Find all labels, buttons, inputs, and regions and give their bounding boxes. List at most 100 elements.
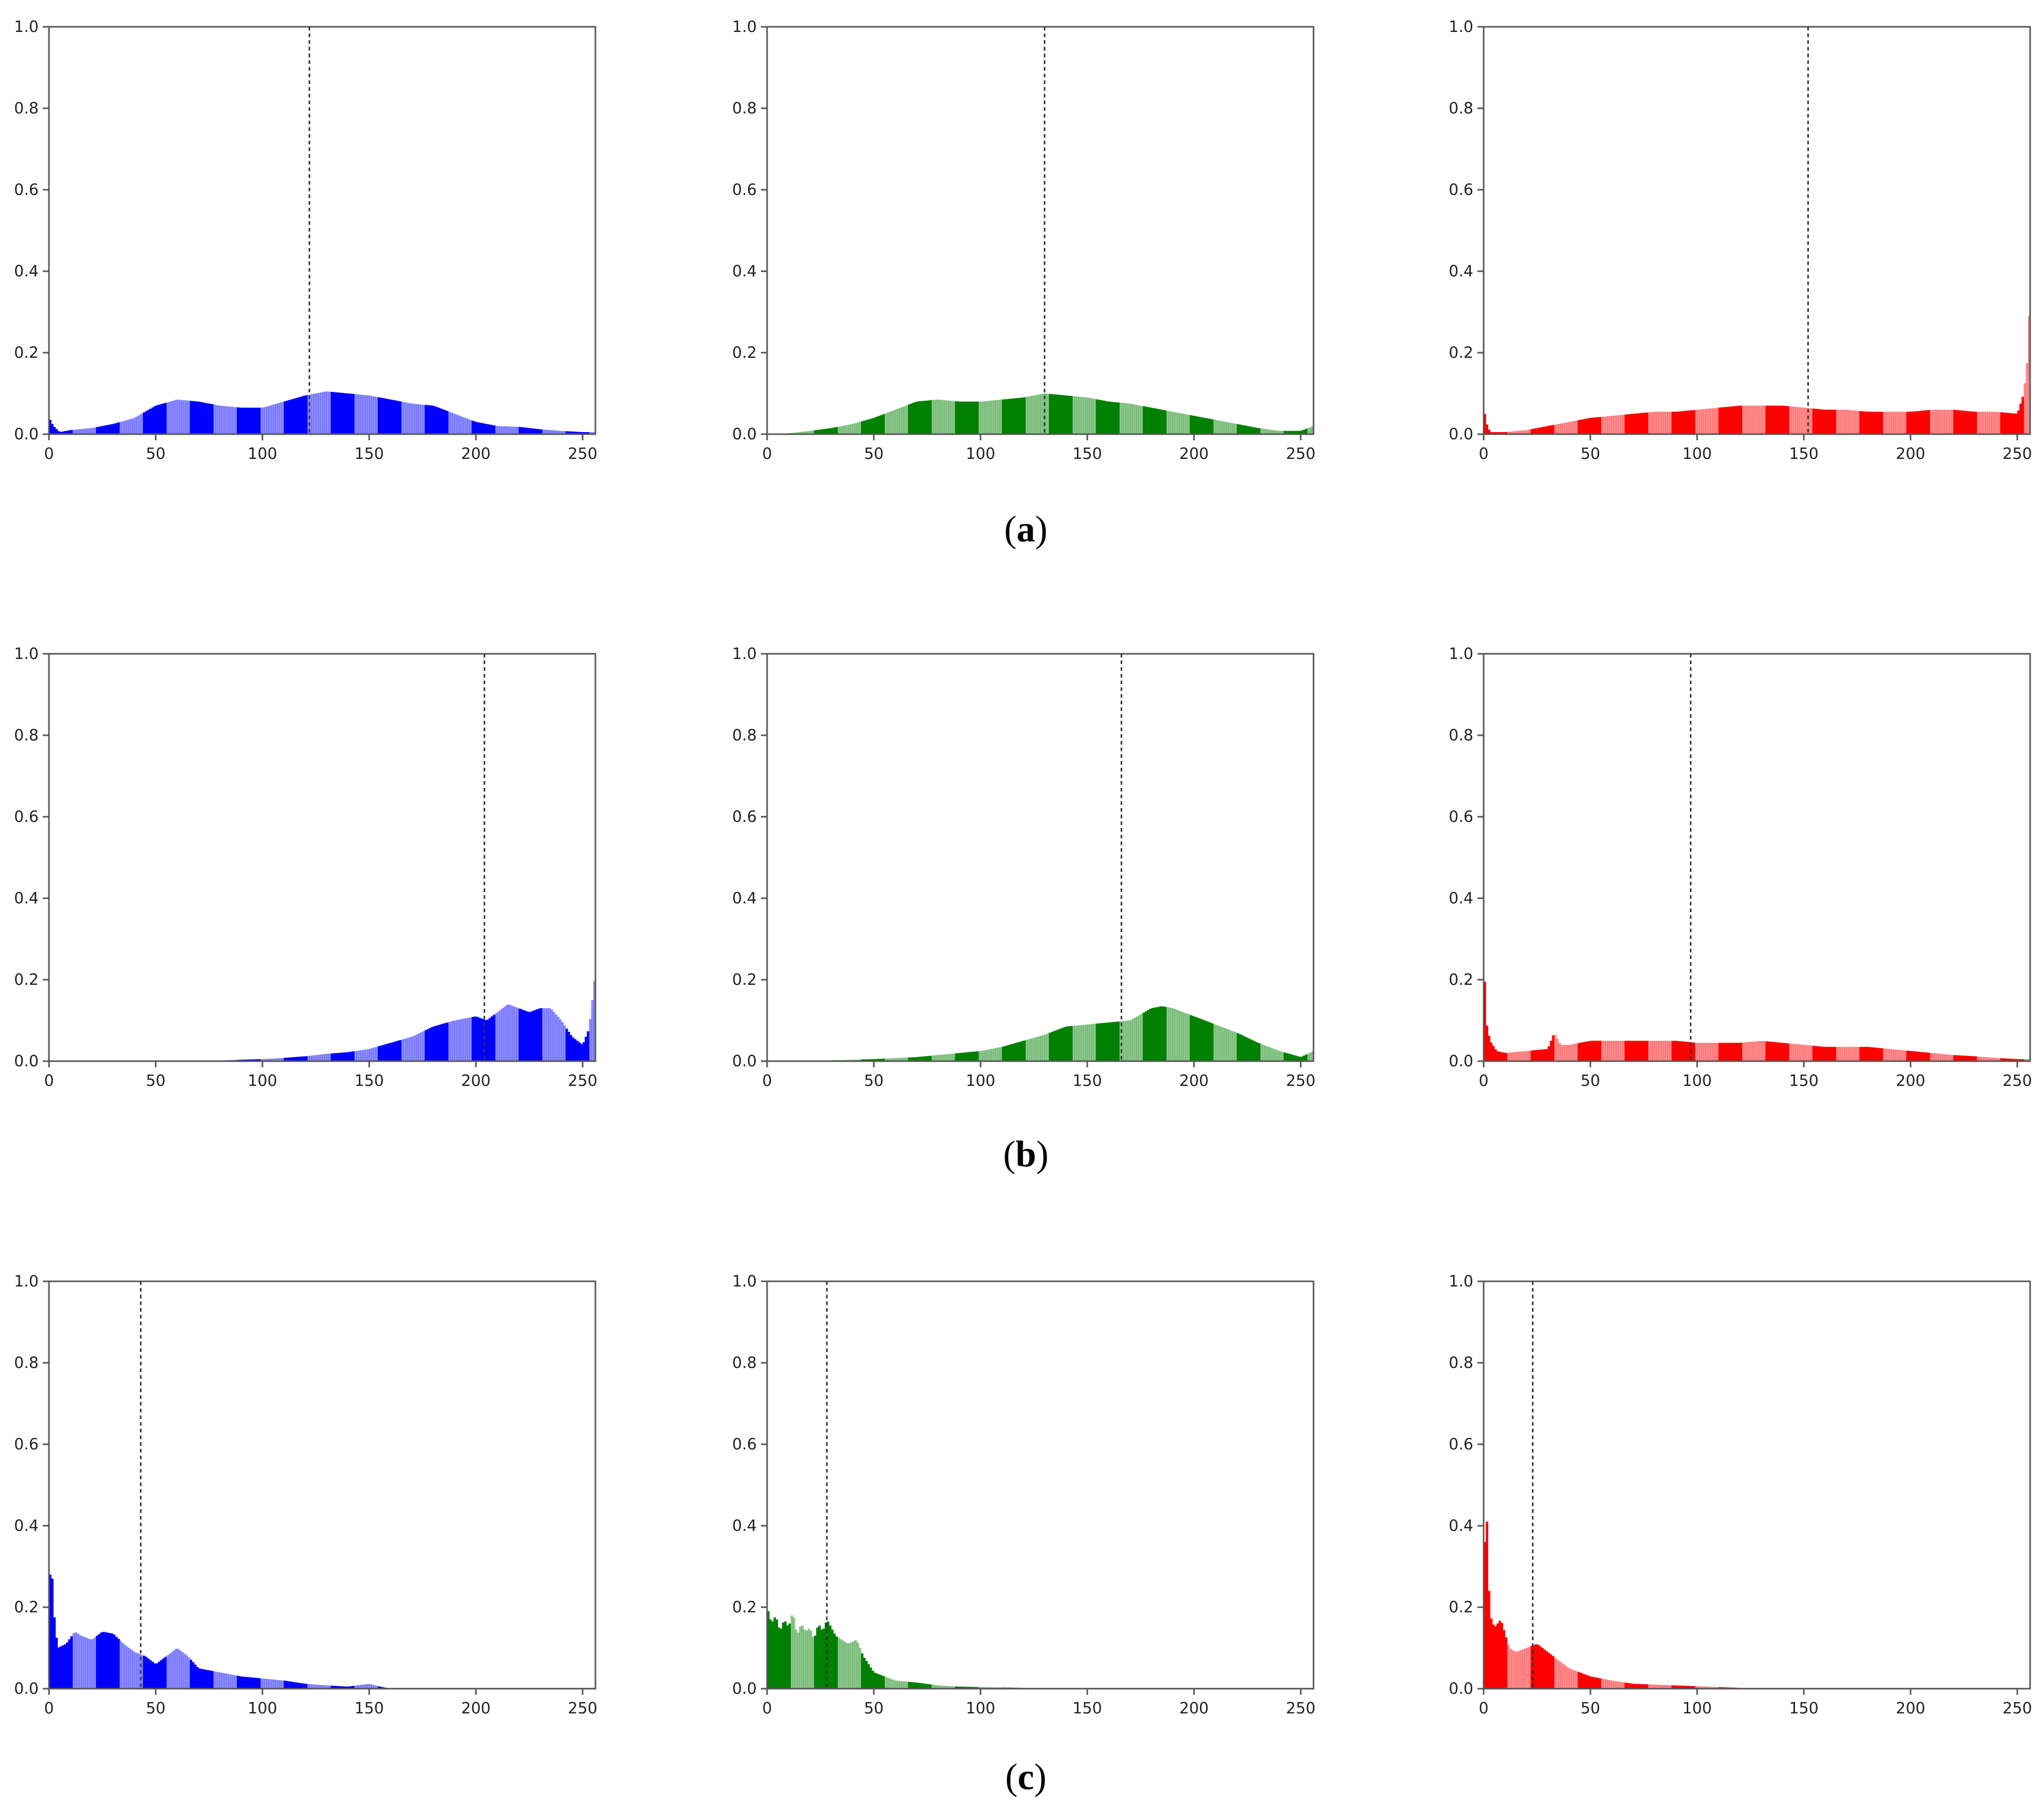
histogram-bar — [570, 431, 573, 434]
histogram-bar — [874, 417, 876, 434]
histogram-bar — [944, 1054, 947, 1061]
histogram-bar — [1494, 432, 1497, 434]
histogram-bar — [1012, 1043, 1015, 1061]
histogram-bar — [1876, 411, 1879, 434]
histogram-bar — [2000, 1058, 2003, 1061]
histogram-bar — [771, 1621, 774, 1689]
histogram-bar — [970, 1687, 973, 1689]
histogram-bar — [108, 1633, 111, 1689]
histogram-bar — [1277, 1050, 1280, 1061]
histogram-bar — [2017, 1059, 2020, 1061]
histogram-bar — [1573, 1670, 1576, 1689]
histogram-bar — [1707, 1043, 1710, 1061]
histogram-bar — [1720, 1043, 1723, 1061]
histogram-bar — [1622, 1682, 1625, 1689]
histogram-bar — [2000, 412, 2003, 434]
histogram-bar — [1609, 1041, 1613, 1061]
histogram-bar — [1511, 431, 1514, 434]
histogram-bar — [117, 422, 120, 434]
histogram-bar — [1074, 396, 1077, 434]
histogram-bar — [529, 1012, 532, 1061]
histogram-bar — [1998, 412, 2001, 434]
histogram-bar — [553, 1012, 555, 1061]
histogram-bar — [1102, 1022, 1105, 1061]
histogram-bar — [591, 1000, 594, 1061]
x-tick-label: 0 — [1478, 445, 1488, 463]
histogram-bar — [1277, 431, 1280, 434]
y-tick-label: 1.0 — [732, 1273, 757, 1291]
histogram-bar — [844, 425, 846, 434]
histogram-bar — [972, 401, 975, 434]
histogram-bar — [1814, 408, 1817, 434]
histogram-bar — [1744, 405, 1747, 434]
histogram-bar — [407, 1037, 410, 1061]
histogram-bar — [818, 1625, 821, 1689]
histogram-bar — [966, 1687, 968, 1689]
histogram-bar — [880, 1059, 883, 1061]
histogram-bar — [1697, 1043, 1700, 1061]
x-tick-label: 50 — [146, 1700, 165, 1718]
histogram-bar — [301, 1056, 304, 1061]
histogram-bar — [908, 1681, 911, 1689]
histogram-bar — [1556, 1659, 1559, 1689]
histogram-bar — [910, 403, 913, 434]
histogram-bar — [953, 1686, 955, 1689]
histogram-bar — [1144, 406, 1148, 434]
histogram-bar — [1701, 1686, 1704, 1689]
histogram-bar — [876, 417, 878, 434]
histogram-bar — [1597, 417, 1600, 434]
histogram-bar — [867, 1664, 870, 1689]
histogram-bar — [1739, 405, 1742, 434]
histogram-bar — [482, 1019, 485, 1061]
histogram-bar — [1667, 1685, 1670, 1689]
histogram-bar — [1654, 1685, 1657, 1689]
histogram-bar — [1690, 1686, 1693, 1689]
histogram-bar — [292, 1057, 295, 1061]
histogram-bar — [826, 1621, 829, 1689]
histogram-bar — [1893, 1049, 1896, 1061]
histogram-bar — [1934, 1053, 1937, 1061]
histogram-bar — [856, 1642, 859, 1689]
histogram-bar — [426, 405, 429, 434]
histogram-bar — [480, 1018, 483, 1061]
histogram-bar — [158, 404, 160, 434]
histogram-bar — [1211, 1023, 1214, 1061]
histogram-bar — [1765, 405, 1768, 434]
histogram-bar — [1573, 1044, 1576, 1061]
histogram-bar — [1563, 1045, 1565, 1061]
histogram-bar — [96, 1636, 98, 1689]
histogram-bar — [1085, 1025, 1088, 1061]
histogram-bar — [923, 401, 926, 434]
histogram-bar — [933, 1055, 936, 1061]
histogram-bar — [835, 1636, 838, 1689]
y-tick-label: 0.0 — [732, 1052, 757, 1070]
histogram-bar — [839, 426, 842, 434]
histogram-bar — [1812, 408, 1815, 434]
histogram-bar — [1236, 1033, 1239, 1061]
histogram-bar — [1303, 430, 1306, 434]
histogram-bar — [326, 1685, 329, 1689]
histogram-bar — [568, 1032, 570, 1061]
histogram-bar — [1767, 405, 1770, 434]
histogram-bar — [593, 981, 596, 1061]
histogram-bar — [938, 1054, 940, 1061]
histogram-bar — [1586, 1675, 1589, 1689]
histogram-bar — [1552, 425, 1555, 434]
histogram-bar — [1565, 1665, 1568, 1689]
histogram-bar — [841, 1640, 844, 1689]
histogram-bar — [589, 432, 592, 434]
histogram-bar — [1893, 411, 1896, 434]
histogram-bar — [809, 1630, 812, 1689]
histogram-bar — [279, 1680, 282, 1689]
histogram-bar — [1170, 1008, 1173, 1061]
histogram-bar — [1051, 394, 1054, 434]
histogram-bar — [1271, 1048, 1273, 1061]
histogram-bar — [1091, 398, 1094, 435]
histogram-bar — [1821, 409, 1823, 434]
histogram-bar — [420, 404, 423, 434]
histogram-bar — [1628, 1683, 1632, 1689]
histogram-bar — [1987, 411, 1990, 434]
histogram-bar — [83, 428, 86, 434]
histogram-bar — [1622, 415, 1625, 434]
